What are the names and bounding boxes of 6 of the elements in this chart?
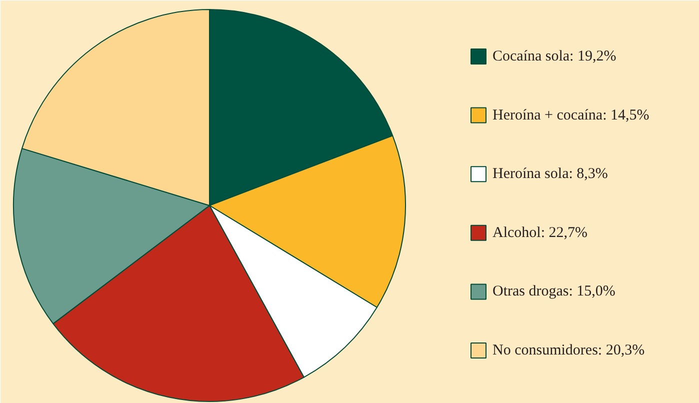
- legend-label: Heroína + cocaína: 14,5%: [492, 107, 650, 124]
- legend-label: No consumidores: 20,3%: [492, 342, 645, 358]
- legend-label: Cocaína sola: 19,2%: [492, 48, 616, 64]
- legend-label: Otras drogas: 15,0%: [492, 284, 616, 300]
- legend-label: Alcohol: 22,7%: [492, 224, 588, 241]
- legend-label: Heroína sola: 8,3%: [492, 166, 608, 182]
